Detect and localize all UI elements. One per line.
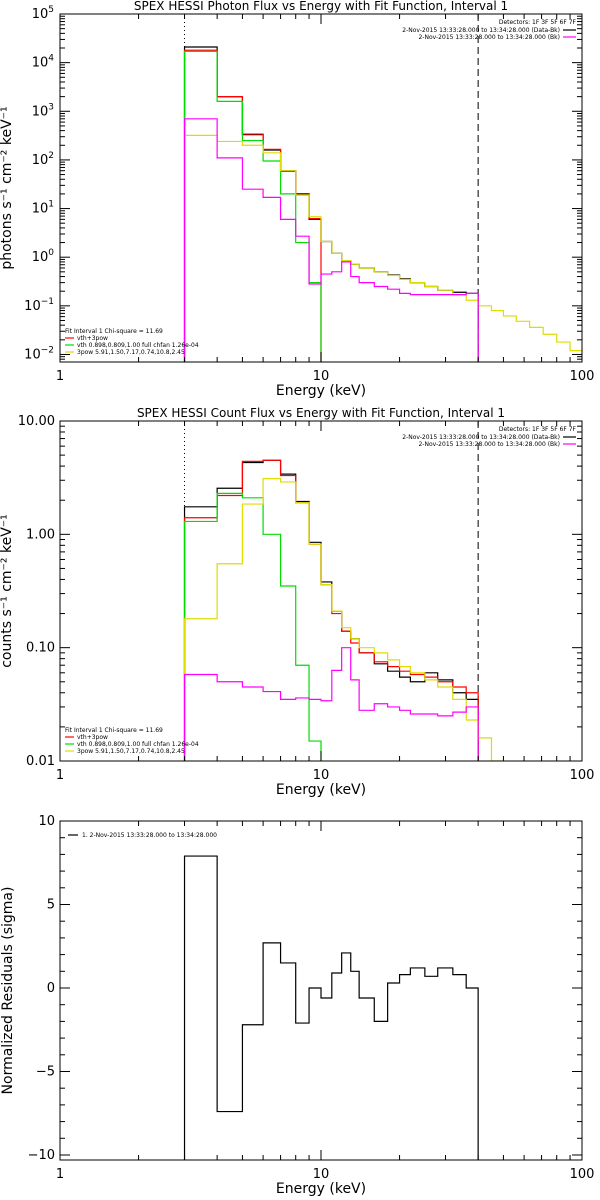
y-tick-label: 100 bbox=[32, 248, 55, 265]
legend-header: Detectors: 1F 3F 5F 6F 7F bbox=[499, 19, 577, 26]
y-tick-label: 101 bbox=[32, 200, 54, 217]
y-tick-label: 0.01 bbox=[26, 754, 55, 769]
series-3-line bbox=[183, 478, 505, 761]
y-axis-label: photons s⁻¹ cm⁻² keV⁻¹ bbox=[0, 106, 15, 269]
y-tick-label: 10−2 bbox=[24, 345, 54, 362]
residuals-panel: 1 10 100 Energy (keV) −10 −5 0 5 10 Normalized Re… bbox=[0, 814, 594, 1197]
legend-top-right: Detectors: 1F 3F 5F 6F 7F2-Nov-2015 13:3… bbox=[402, 426, 576, 448]
y-tick-label: −10 bbox=[28, 1148, 55, 1163]
series-0-line bbox=[183, 855, 479, 1160]
legend-entry: 2-Nov-2015 13:33:28.000 to 13:34:28.000 … bbox=[402, 27, 560, 34]
legend-header: Detectors: 1F 3F 5F 6F 7F bbox=[499, 426, 577, 433]
legend-top-right: Detectors: 1F 3F 5F 6F 7F2-Nov-2015 13:3… bbox=[402, 19, 576, 41]
y-tick-label: 103 bbox=[32, 102, 54, 119]
x-tick-label: 100 bbox=[570, 1167, 595, 1182]
y-tick-label: 1.00 bbox=[26, 527, 55, 542]
legend-entry: 3pow 5.91,1.50,7.17,0.74,10.8,2.45 bbox=[77, 748, 185, 755]
plot-area bbox=[183, 14, 582, 362]
y-tick-label: 10−1 bbox=[24, 297, 54, 314]
x-axis-label: Energy (keV) bbox=[276, 782, 366, 798]
legend-header: Fit Interval 1 Chi-square = 11.69 bbox=[65, 328, 163, 335]
x-axis: 1 10 100 bbox=[56, 821, 595, 1182]
y-axis: −10 −5 0 5 10 bbox=[28, 814, 582, 1163]
x-tick-label: 10 bbox=[313, 1167, 330, 1182]
legend-entry: 3pow 5.91,1.50,7.17,0.74,10.8,2.45 bbox=[77, 349, 185, 356]
x-tick-label: 100 bbox=[570, 369, 595, 384]
legend-bottom-left: Fit Interval 1 Chi-square = 11.69vth+3po… bbox=[65, 727, 199, 755]
legend-entry: 1. 2-Nov-2015 13:33:28.000 to 13:34:28.0… bbox=[82, 832, 217, 839]
y-tick-label: −5 bbox=[36, 1064, 55, 1079]
legend-entry: 2-Nov-2015 13:33:28.000 to 13:34:28.000 … bbox=[418, 34, 560, 41]
x-axis-label: Energy (keV) bbox=[276, 1181, 366, 1197]
legend-entry: vth 0.898,0.809,1.00 full chfan 1.26e-04 bbox=[77, 741, 199, 748]
plot-area bbox=[183, 855, 479, 1160]
x-tick-label: 1 bbox=[56, 369, 64, 384]
y-axis-label: Normalized Residuals (sigma) bbox=[0, 887, 16, 1095]
y-tick-label: 0.10 bbox=[26, 641, 55, 656]
series-2-line bbox=[183, 492, 322, 761]
x-axis: 1 10 100 bbox=[56, 14, 595, 384]
series-1-line bbox=[183, 49, 322, 362]
y-tick-label: 10 bbox=[38, 814, 55, 829]
series-3-line bbox=[183, 134, 582, 362]
x-tick-label: 1 bbox=[56, 768, 64, 783]
y-tick-label: 5 bbox=[47, 897, 55, 912]
legend-entry: 2-Nov-2015 13:33:28.000 to 13:34:28.000 … bbox=[402, 434, 560, 441]
y-axis: 10−2 10−1 100 101 102 103 104 105 bbox=[24, 5, 582, 363]
photon-panel: SPEX HESSI Photon Flux vs Energy with Fi… bbox=[0, 0, 594, 399]
chart-title: SPEX HESSI Photon Flux vs Energy with Fi… bbox=[134, 0, 508, 13]
y-axis-label: counts s⁻¹ cm⁻² keV⁻¹ bbox=[0, 514, 15, 668]
legend-entry: vth 0.898,0.809,1.00 full chfan 1.26e-04 bbox=[77, 342, 199, 349]
chart-title: SPEX HESSI Count Flux vs Energy with Fit… bbox=[137, 406, 505, 420]
x-axis: 1 10 100 bbox=[56, 421, 595, 783]
legend-entry: 2-Nov-2015 13:33:28.000 to 13:34:28.000 … bbox=[418, 441, 560, 448]
x-axis-label: Energy (keV) bbox=[276, 383, 366, 399]
legend-entry: vth+3pow bbox=[77, 734, 108, 741]
x-tick-label: 100 bbox=[570, 768, 595, 783]
series-1-line bbox=[183, 459, 479, 761]
y-tick-label: 10.00 bbox=[18, 414, 55, 429]
legend-bottom-left: Fit Interval 1 Chi-square = 11.69vth+3po… bbox=[65, 328, 199, 356]
y-tick-label: 102 bbox=[32, 151, 54, 168]
series-0-line bbox=[183, 46, 479, 362]
series-4-line bbox=[183, 118, 479, 362]
y-axis: 0.01 0.10 1.00 10.00 bbox=[18, 414, 582, 769]
count-panel: SPEX HESSI Count Flux vs Energy with Fit… bbox=[0, 406, 594, 798]
legend-entry: vth+3pow bbox=[77, 335, 108, 342]
series-4-line bbox=[183, 647, 479, 761]
x-tick-label: 1 bbox=[56, 1167, 64, 1182]
y-tick-label: 105 bbox=[32, 5, 54, 22]
series-2-line bbox=[183, 50, 322, 362]
legend-top-left: 1. 2-Nov-2015 13:33:28.000 to 13:34:28.0… bbox=[68, 832, 217, 839]
y-tick-label: 104 bbox=[32, 54, 55, 71]
x-tick-label: 10 bbox=[313, 768, 330, 783]
legend-header: Fit Interval 1 Chi-square = 11.69 bbox=[65, 727, 163, 734]
plot-frame bbox=[59, 420, 583, 762]
x-tick-label: 10 bbox=[313, 369, 330, 384]
y-tick-label: 0 bbox=[47, 981, 55, 996]
plot-area bbox=[183, 421, 505, 761]
